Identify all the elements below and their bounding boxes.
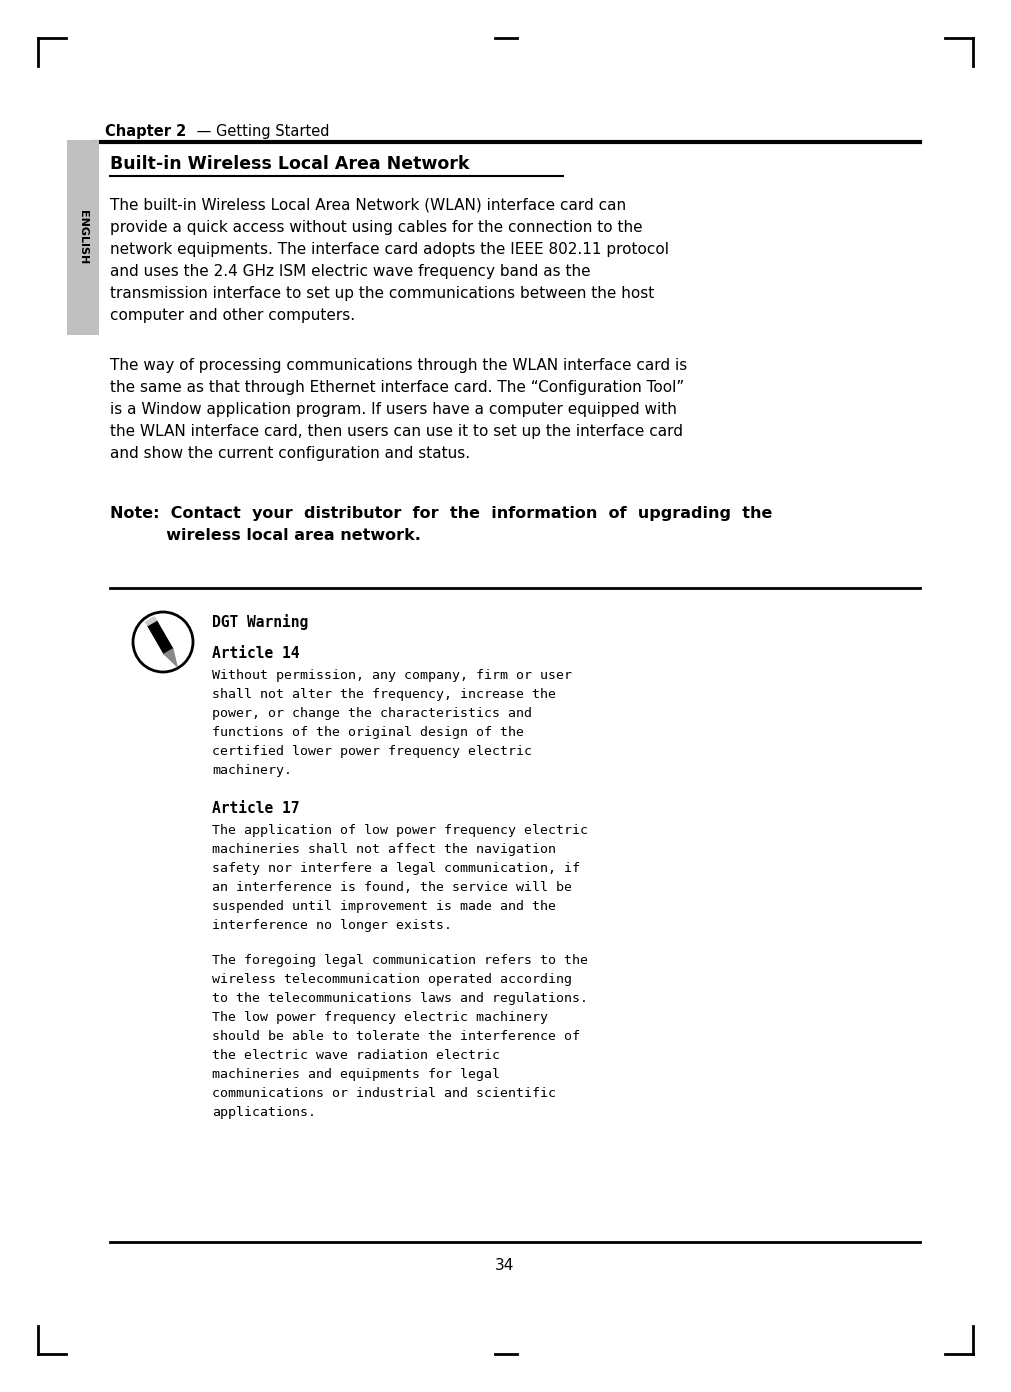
Text: Built-in Wireless Local Area Network: Built-in Wireless Local Area Network <box>110 155 469 173</box>
Text: safety nor interfere a legal communication, if: safety nor interfere a legal communicati… <box>212 862 580 876</box>
Text: communications or industrial and scientific: communications or industrial and scienti… <box>212 1087 556 1100</box>
Text: certified lower power frequency electric: certified lower power frequency electric <box>212 745 532 759</box>
Text: The built-in Wireless Local Area Network (WLAN) interface card can: The built-in Wireless Local Area Network… <box>110 198 626 213</box>
Text: Note:  Contact  your  distributor  for  the  information  of  upgrading  the: Note: Contact your distributor for the i… <box>110 507 772 521</box>
Text: machineries and equipments for legal: machineries and equipments for legal <box>212 1068 500 1082</box>
Text: computer and other computers.: computer and other computers. <box>110 308 355 323</box>
Text: Without permission, any company, firm or user: Without permission, any company, firm or… <box>212 670 572 682</box>
Text: machinery.: machinery. <box>212 764 292 777</box>
Text: the same as that through Ethernet interface card. The “Configuration Tool”: the same as that through Ethernet interf… <box>110 380 684 395</box>
Text: power, or change the characteristics and: power, or change the characteristics and <box>212 707 532 720</box>
Text: ENGLISH: ENGLISH <box>78 210 88 264</box>
Text: network equipments. The interface card adopts the IEEE 802.11 protocol: network equipments. The interface card a… <box>110 242 669 258</box>
Bar <box>67 141 99 335</box>
Text: The low power frequency electric machinery: The low power frequency electric machine… <box>212 1011 548 1025</box>
Text: Article 14: Article 14 <box>212 646 299 661</box>
Text: 34: 34 <box>495 1258 515 1274</box>
Text: machineries shall not affect the navigation: machineries shall not affect the navigat… <box>212 844 556 856</box>
Text: shall not alter the frequency, increase the: shall not alter the frequency, increase … <box>212 688 556 702</box>
Polygon shape <box>164 649 177 667</box>
Text: provide a quick access without using cables for the connection to the: provide a quick access without using cab… <box>110 220 643 235</box>
Text: the WLAN interface card, then users can use it to set up the interface card: the WLAN interface card, then users can … <box>110 425 683 438</box>
Text: The way of processing communications through the WLAN interface card is: The way of processing communications thr… <box>110 358 687 373</box>
Text: functions of the original design of the: functions of the original design of the <box>212 727 524 739</box>
Text: DGT Warning: DGT Warning <box>212 614 308 631</box>
Text: The foregoing legal communication refers to the: The foregoing legal communication refers… <box>212 954 588 967</box>
Text: transmission interface to set up the communications between the host: transmission interface to set up the com… <box>110 285 654 301</box>
Text: and uses the 2.4 GHz ISM electric wave frequency band as the: and uses the 2.4 GHz ISM electric wave f… <box>110 264 590 278</box>
Text: Chapter 2: Chapter 2 <box>105 124 186 139</box>
Text: to the telecommunications laws and regulations.: to the telecommunications laws and regul… <box>212 992 588 1005</box>
Text: The application of low power frequency electric: The application of low power frequency e… <box>212 824 588 837</box>
Text: wireless telecommunication operated according: wireless telecommunication operated acco… <box>212 973 572 986</box>
Text: the electric wave radiation electric: the electric wave radiation electric <box>212 1050 500 1062</box>
Text: an interference is found, the service will be: an interference is found, the service wi… <box>212 881 572 894</box>
Text: applications.: applications. <box>212 1107 316 1119</box>
Text: is a Window application program. If users have a computer equipped with: is a Window application program. If user… <box>110 402 677 418</box>
Text: suspended until improvement is made and the: suspended until improvement is made and … <box>212 901 556 913</box>
Text: wireless local area network.: wireless local area network. <box>110 528 421 543</box>
Text: interference no longer exists.: interference no longer exists. <box>212 919 452 933</box>
Polygon shape <box>146 617 157 625</box>
Text: should be able to tolerate the interference of: should be able to tolerate the interfere… <box>212 1030 580 1043</box>
Polygon shape <box>148 621 173 654</box>
Text: — Getting Started: — Getting Started <box>192 124 330 139</box>
Circle shape <box>133 612 193 672</box>
Text: Article 17: Article 17 <box>212 800 299 816</box>
Text: and show the current configuration and status.: and show the current configuration and s… <box>110 445 470 461</box>
